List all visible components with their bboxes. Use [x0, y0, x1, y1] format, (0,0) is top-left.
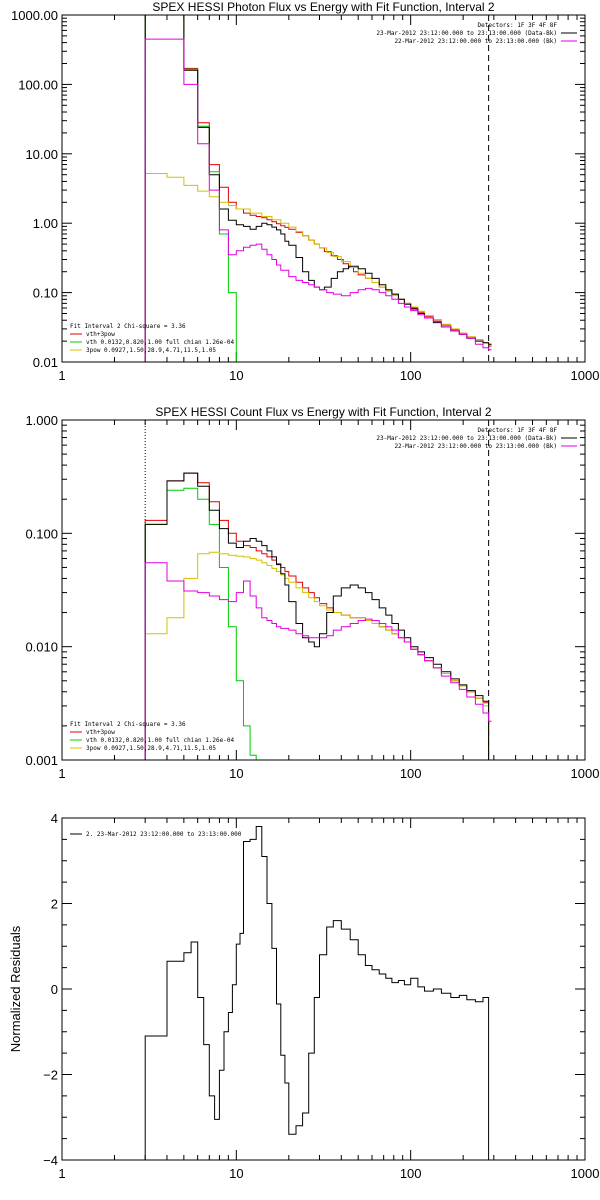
series-line-vth — [144, 487, 257, 760]
legend-entry: vth+3pow — [86, 729, 115, 736]
series-line-bk — [144, 38, 492, 362]
series-line-data-bk — [144, 472, 492, 760]
x-tick-label: 1000 — [571, 766, 600, 781]
legend-entry: 22-Mar-2012 23:12:00.000 to 23:13:00.000… — [394, 443, 557, 450]
plot-frame — [61, 419, 586, 761]
series-line-bk — [144, 562, 492, 760]
y-tick-label: 0.100 — [25, 526, 58, 541]
legend-entry: Detectors: 1F 3F 4F 8F — [478, 22, 558, 29]
legend-entry: vth 0.0132,0.820,1.00 full chian 1.26e-0… — [86, 737, 234, 744]
legend-entry: 22-Mar-2012 23:12:00.000 to 23:13:00.000… — [394, 38, 557, 45]
legend-entry: 23-Mar-2012 23:12:00.000 to 23:13:00.000… — [376, 30, 557, 37]
y-tick-label: 1000.00 — [11, 8, 58, 23]
y-axis-label: Normalized Residuals — [8, 925, 23, 1052]
y-tick-label: 0.001 — [25, 753, 58, 768]
chart-panel-3: Normalized Residuals 1 10 100 1000 −4 −2 0 2 4 2. … — [8, 811, 599, 1181]
y-tick-label: 1.00 — [33, 216, 58, 231]
series-line-3pow — [144, 173, 492, 362]
y-tick-label: 0.10 — [33, 286, 58, 301]
y-tick-label: 0 — [51, 982, 58, 997]
series-group — [144, 472, 492, 760]
legend-entry: 3pow 0.0927,1.50,28.9,4.71,11.5,1.05 — [86, 347, 216, 354]
series-line-2-23-mar-2012-23-12-00-000-to-23-13-00-000 — [144, 826, 492, 1160]
series-line-vth-3pow — [144, 15, 492, 362]
y-tick-label: 4 — [51, 811, 58, 826]
y-tick-label: 1.000 — [25, 413, 58, 428]
legend-entry: 2. 23-Mar-2012 23:12:00.000 to 23:13:00.… — [86, 831, 242, 838]
x-tick-label: 1000 — [571, 368, 600, 383]
y-tick-label: 100.00 — [18, 77, 58, 92]
plot-frame — [61, 14, 586, 363]
legend-entry: vth 0.0132,0.820,1.00 full chian 1.26e-0… — [86, 339, 234, 346]
series-line-data-bk — [144, 15, 492, 362]
legend-entry: 23-Mar-2012 23:12:00.000 to 23:13:00.000… — [376, 435, 557, 442]
chart-panel-2: SPEX HESSI Count Flux vs Energy with Fit… — [25, 405, 600, 781]
chart-title: SPEX HESSI Count Flux vs Energy with Fit… — [155, 405, 491, 419]
legend-entry: Fit Interval 2 Chi-square = 3.36 — [70, 323, 186, 330]
x-tick-label: 1000 — [571, 1166, 600, 1181]
legend-entry: Detectors: 1F 3F 4F 8F — [478, 427, 558, 434]
x-tick-label: 100 — [400, 766, 422, 781]
x-tick-label: 100 — [400, 368, 422, 383]
x-tick-label: 10 — [229, 766, 243, 781]
y-tick-label: −2 — [43, 1068, 58, 1083]
x-tick-label: 1 — [58, 1166, 65, 1181]
legend-bottom: Fit Interval 2 Chi-square = 3.36vth+3pow… — [70, 721, 234, 752]
x-tick-label: 10 — [229, 368, 243, 383]
legend-bottom: Fit Interval 2 Chi-square = 3.36vth+3pow… — [70, 323, 234, 354]
x-tick-label: 10 — [229, 1166, 243, 1181]
legend-entry: Fit Interval 2 Chi-square = 3.36 — [70, 721, 186, 728]
y-tick-label: 10.00 — [25, 147, 58, 162]
chart-panel-1: SPEX HESSI Photon Flux vs Energy with Fi… — [11, 0, 599, 383]
x-tick-label: 100 — [400, 1166, 422, 1181]
plot-frame — [61, 817, 586, 1161]
y-tick-label: 0.010 — [25, 640, 58, 655]
legend-entry: vth+3pow — [86, 331, 115, 338]
y-tick-label: −4 — [43, 1153, 58, 1168]
legend: 2. 23-Mar-2012 23:12:00.000 to 23:13:00.… — [70, 831, 242, 838]
series-group — [144, 826, 492, 1160]
series-line-vth-3pow — [144, 472, 492, 760]
legend-entry: 3pow 0.0927,1.50,28.9,4.71,11.5,1.05 — [86, 745, 216, 752]
chart-title: SPEX HESSI Photon Flux vs Energy with Fi… — [152, 0, 494, 14]
series-group — [144, 15, 492, 362]
y-tick-label: 0.01 — [33, 355, 58, 370]
x-tick-label: 1 — [58, 766, 65, 781]
x-tick-label: 1 — [58, 368, 65, 383]
y-tick-label: 2 — [51, 897, 58, 912]
series-line-3pow — [144, 551, 492, 760]
